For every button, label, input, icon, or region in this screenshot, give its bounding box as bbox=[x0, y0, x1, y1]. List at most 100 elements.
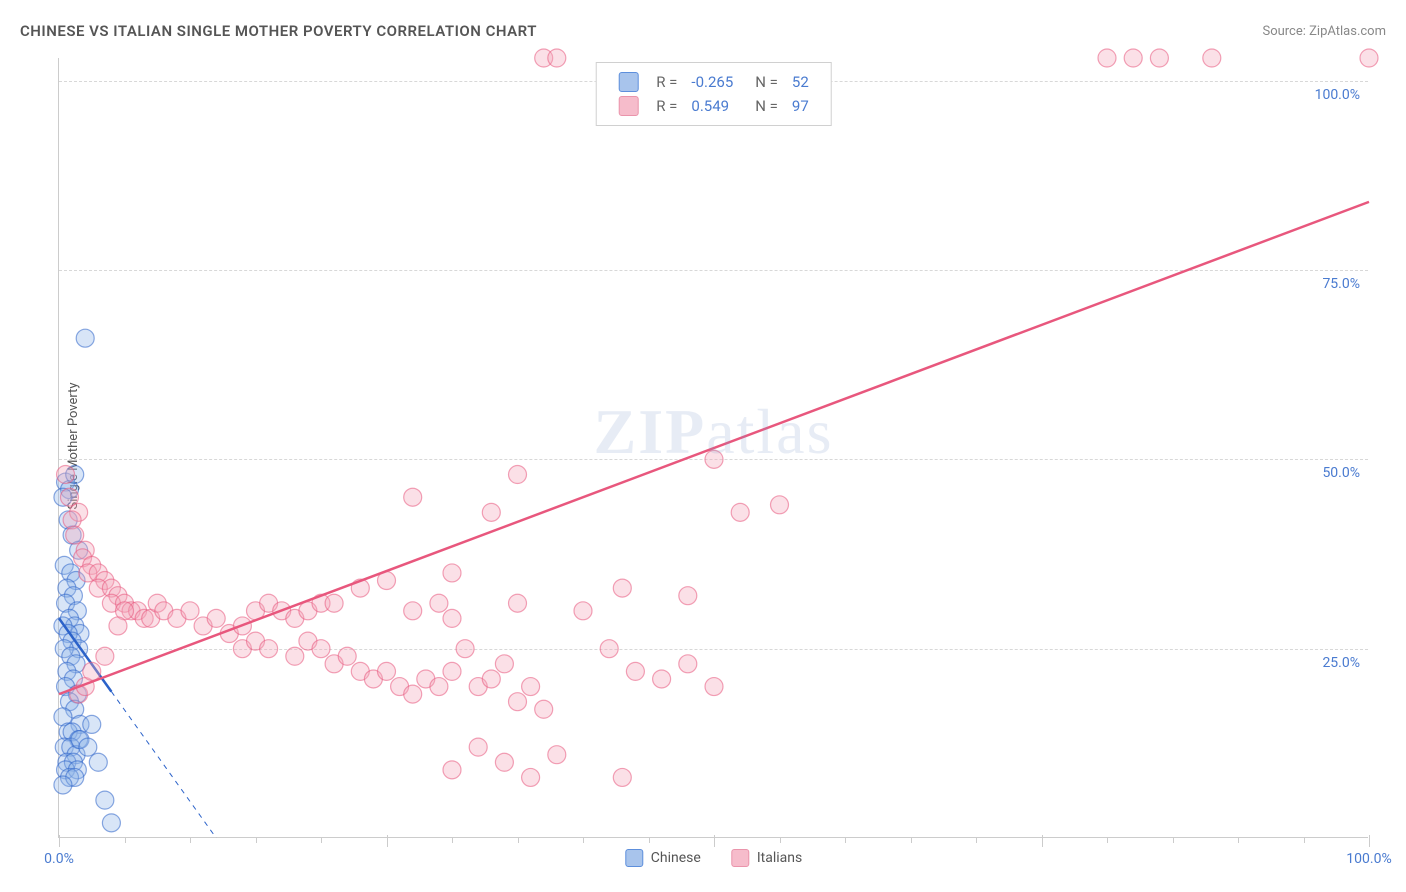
data-point bbox=[522, 768, 540, 786]
legend-n-label: N = bbox=[741, 71, 784, 93]
header: CHINESE VS ITALIAN SINGLE MOTHER POVERTY… bbox=[20, 22, 1386, 40]
scatter-plot bbox=[59, 58, 1368, 837]
data-point bbox=[102, 814, 120, 832]
legend-bottom-item: Italians bbox=[731, 849, 802, 867]
data-point bbox=[260, 640, 278, 658]
trendline-dashed bbox=[111, 692, 216, 838]
x-tick-minor bbox=[976, 837, 977, 843]
data-point bbox=[66, 526, 84, 544]
data-point bbox=[548, 49, 566, 67]
data-point bbox=[286, 647, 304, 665]
data-point bbox=[456, 640, 474, 658]
data-point bbox=[613, 768, 631, 786]
data-point bbox=[443, 564, 461, 582]
x-tick-minor bbox=[452, 837, 453, 843]
data-point bbox=[443, 609, 461, 627]
legend-r-value: -0.265 bbox=[685, 71, 739, 93]
data-point bbox=[574, 602, 592, 620]
legend-label: Chinese bbox=[651, 850, 701, 866]
legend-swatch bbox=[625, 849, 643, 867]
data-point bbox=[626, 662, 644, 680]
source-label: Source: ZipAtlas.com bbox=[1262, 24, 1386, 39]
x-tick-label-right: 100.0% bbox=[1346, 851, 1391, 867]
legend-swatch bbox=[731, 849, 749, 867]
data-point bbox=[679, 587, 697, 605]
data-point bbox=[509, 466, 527, 484]
data-point bbox=[404, 488, 422, 506]
data-point bbox=[679, 655, 697, 673]
data-point bbox=[54, 776, 72, 794]
x-tick-minor bbox=[845, 837, 846, 843]
x-tick-label-left: 0.0% bbox=[44, 851, 74, 867]
data-point bbox=[495, 655, 513, 673]
data-point bbox=[83, 715, 101, 733]
x-tick-minor bbox=[125, 837, 126, 843]
data-point bbox=[613, 579, 631, 597]
legend-r-label: R = bbox=[650, 71, 683, 93]
data-point bbox=[1360, 49, 1378, 67]
data-point bbox=[404, 685, 422, 703]
data-point bbox=[495, 753, 513, 771]
data-point bbox=[96, 791, 114, 809]
data-point bbox=[1098, 49, 1116, 67]
legend-bottom: Chinese Italians bbox=[625, 849, 802, 867]
data-point bbox=[96, 647, 114, 665]
legend-swatch bbox=[618, 72, 638, 92]
chart-area: 25.0%50.0%75.0%100.0%0.0%100.0% ZIPatlas… bbox=[58, 58, 1368, 838]
data-point bbox=[430, 594, 448, 612]
x-tick-minor bbox=[1107, 837, 1108, 843]
x-tick-minor bbox=[256, 837, 257, 843]
data-point bbox=[771, 496, 789, 514]
x-tick-minor bbox=[190, 837, 191, 843]
legend-n-value: 52 bbox=[786, 71, 815, 93]
data-point bbox=[443, 662, 461, 680]
legend-swatch bbox=[618, 96, 638, 116]
x-tick-minor bbox=[321, 837, 322, 843]
legend-top-row: R =-0.265N =52 bbox=[612, 71, 815, 93]
data-point bbox=[482, 670, 500, 688]
x-tick-minor bbox=[1173, 837, 1174, 843]
data-point bbox=[207, 609, 225, 627]
legend-label: Italians bbox=[757, 850, 802, 866]
x-tick-major bbox=[1369, 835, 1370, 847]
x-tick-minor bbox=[1238, 837, 1239, 843]
data-point bbox=[1203, 49, 1221, 67]
data-point bbox=[404, 602, 422, 620]
x-tick-minor bbox=[583, 837, 584, 843]
data-point bbox=[509, 693, 527, 711]
data-point bbox=[731, 503, 749, 521]
data-point bbox=[705, 450, 723, 468]
data-point bbox=[443, 761, 461, 779]
data-point bbox=[705, 678, 723, 696]
data-point bbox=[653, 670, 671, 688]
data-point bbox=[109, 617, 127, 635]
x-tick-minor bbox=[911, 837, 912, 843]
x-tick-minor bbox=[518, 837, 519, 843]
legend-top: R =-0.265N =52R =0.549N =97 bbox=[595, 62, 832, 126]
data-point bbox=[378, 662, 396, 680]
legend-r-label: R = bbox=[650, 95, 683, 117]
data-point bbox=[181, 602, 199, 620]
legend-n-label: N = bbox=[741, 95, 784, 117]
data-point bbox=[312, 640, 330, 658]
legend-r-value: 0.549 bbox=[685, 95, 739, 117]
x-tick-minor bbox=[1304, 837, 1305, 843]
data-point bbox=[509, 594, 527, 612]
data-point bbox=[76, 329, 94, 347]
x-tick-minor bbox=[649, 837, 650, 843]
data-point bbox=[600, 640, 618, 658]
data-point bbox=[89, 753, 107, 771]
legend-n-value: 97 bbox=[786, 95, 815, 117]
data-point bbox=[83, 662, 101, 680]
trendline bbox=[59, 202, 1369, 694]
data-point bbox=[535, 700, 553, 718]
data-point bbox=[1124, 49, 1142, 67]
data-point bbox=[482, 503, 500, 521]
data-point bbox=[79, 738, 97, 756]
chart-title: CHINESE VS ITALIAN SINGLE MOTHER POVERTY… bbox=[20, 22, 537, 40]
legend-bottom-item: Chinese bbox=[625, 849, 701, 867]
data-point bbox=[430, 678, 448, 696]
data-point bbox=[548, 746, 566, 764]
data-point bbox=[325, 594, 343, 612]
x-tick-minor bbox=[780, 837, 781, 843]
